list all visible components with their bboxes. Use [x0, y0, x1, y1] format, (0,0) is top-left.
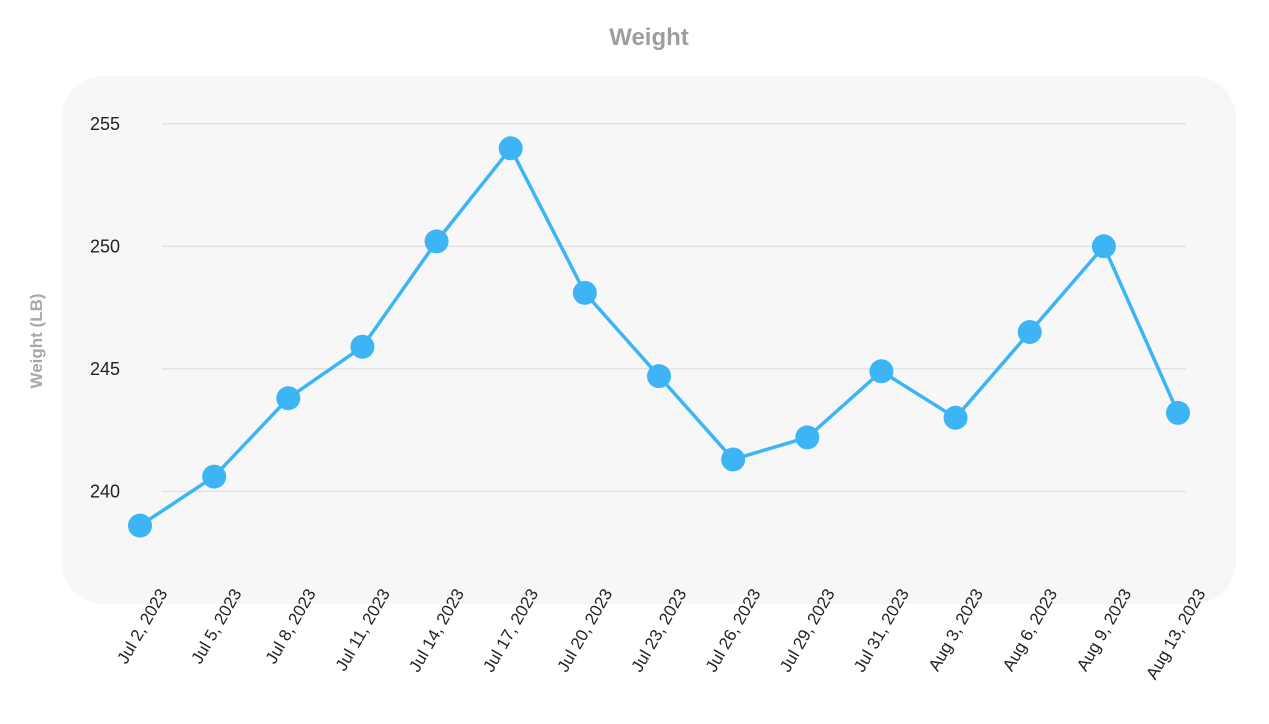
- data-point: [276, 386, 301, 411]
- y-tick-label: 245: [90, 359, 120, 379]
- data-point: [572, 280, 597, 305]
- data-point: [1091, 234, 1116, 259]
- y-tick-label: 240: [90, 481, 120, 501]
- y-axis-label: Weight (LB): [27, 293, 46, 388]
- y-tick-label: 255: [90, 114, 120, 134]
- data-point: [721, 447, 746, 472]
- data-point: [424, 229, 449, 254]
- data-point: [128, 513, 152, 538]
- y-axis-ticks: 240 245 250 255: [90, 114, 120, 501]
- y-tick-label: 250: [90, 236, 120, 256]
- chart-title: Weight: [609, 24, 689, 51]
- series-weight: [128, 136, 1190, 538]
- data-point: [869, 359, 894, 384]
- data-point: [1166, 400, 1190, 425]
- data-point: [943, 405, 968, 430]
- data-point: [202, 464, 227, 489]
- plot-background: [62, 76, 1236, 604]
- data-point: [350, 334, 375, 359]
- data-point: [498, 136, 523, 161]
- data-point: [795, 425, 820, 450]
- data-point: [647, 364, 671, 389]
- data-point: [1017, 320, 1042, 345]
